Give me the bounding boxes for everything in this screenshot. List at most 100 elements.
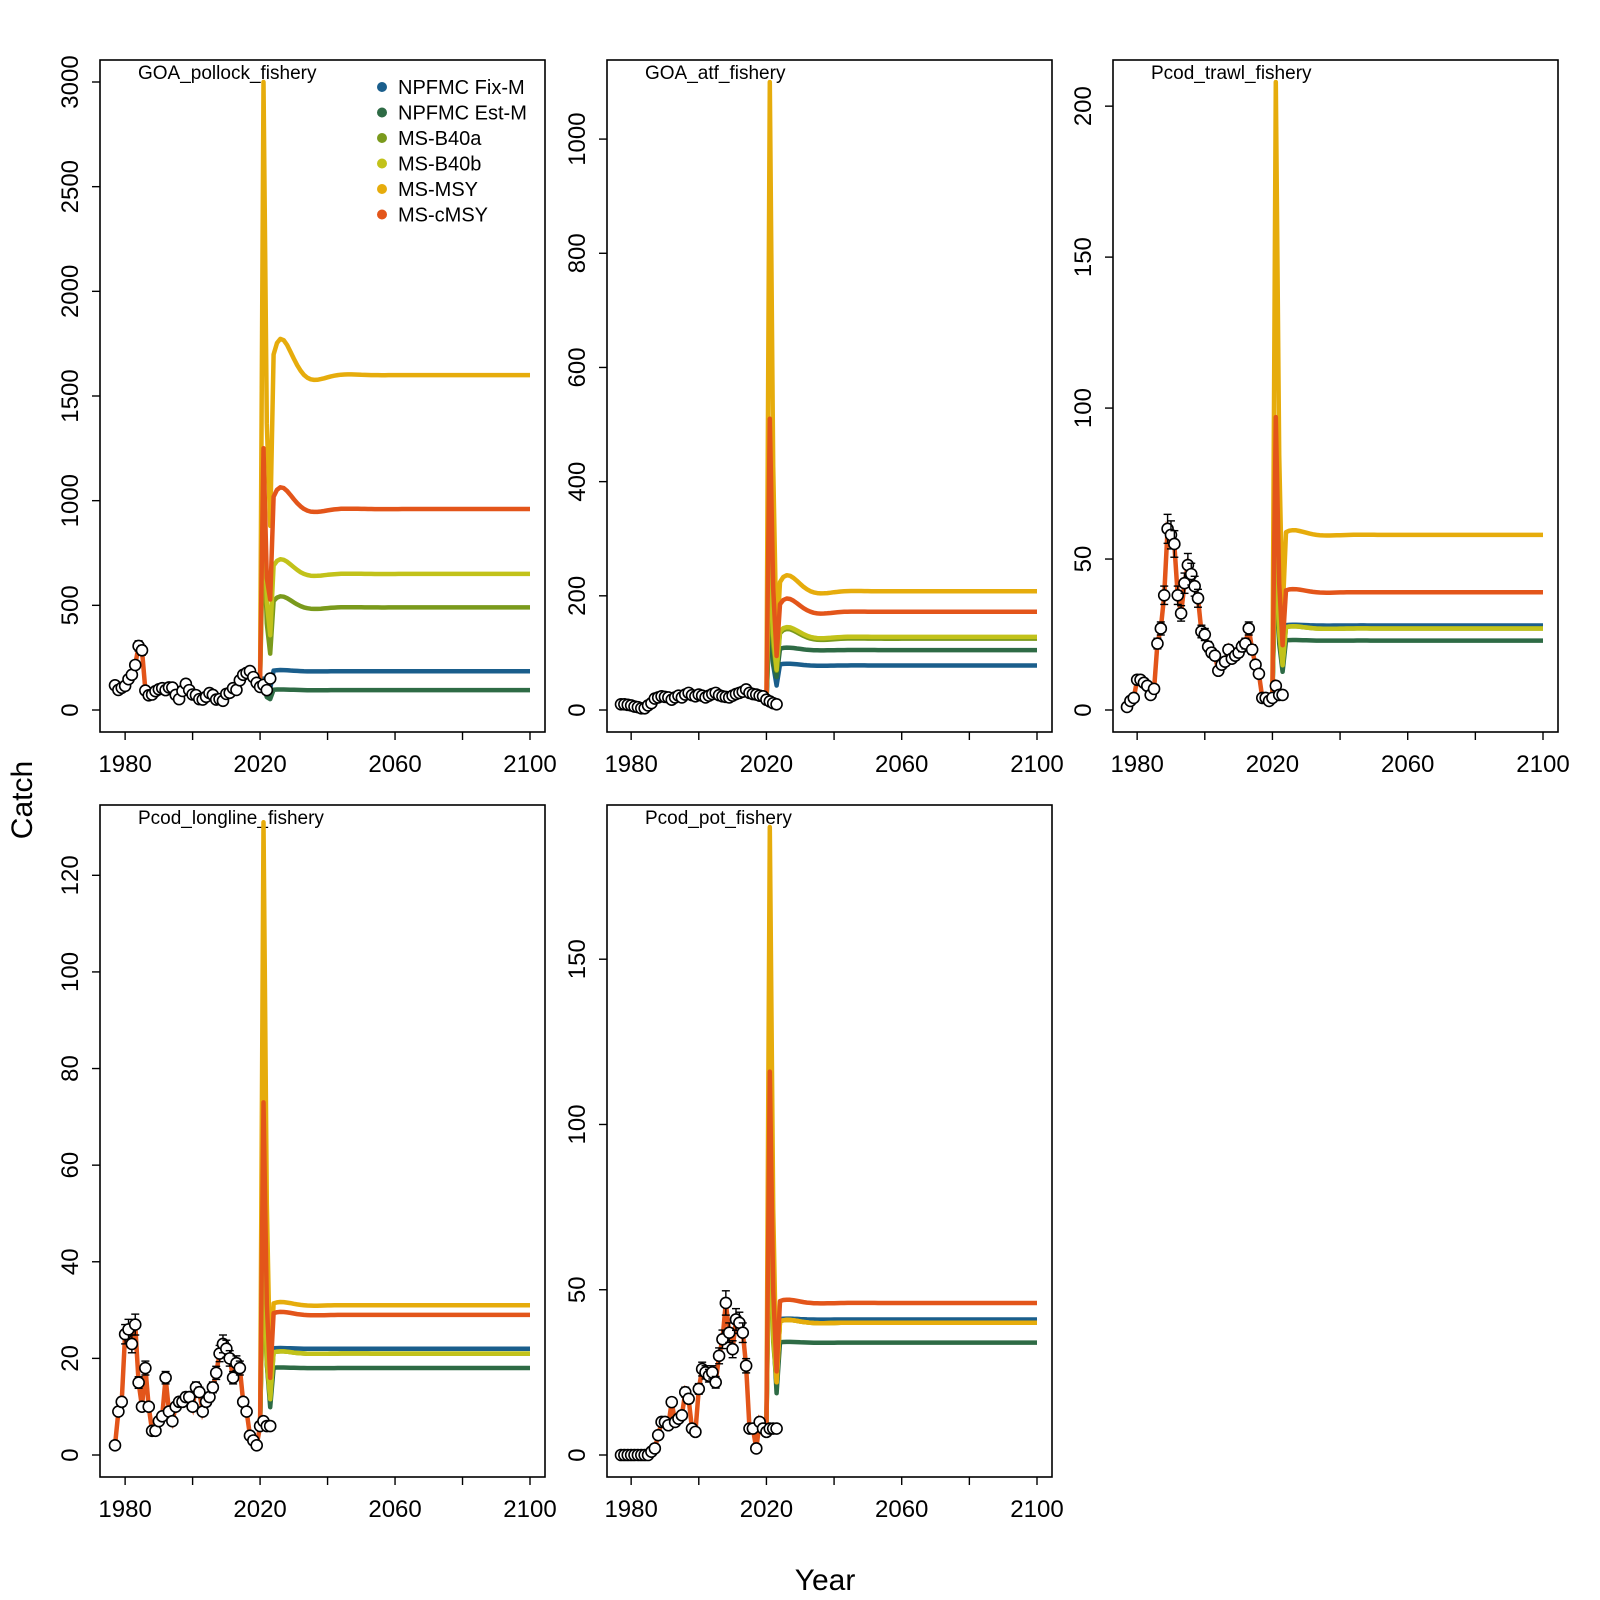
- series-line-NPFMC-Est-M: [257, 1240, 530, 1427]
- legend-label: MS-MSY: [398, 179, 478, 201]
- series-line-MS-MSY: [764, 824, 1037, 1429]
- series-line-NPFMC-Fix-M: [764, 604, 1037, 705]
- x-tick-label: 2100: [503, 1496, 556, 1523]
- series-line-NPFMC-Fix-M: [764, 1138, 1037, 1429]
- observed-point: [719, 1296, 733, 1310]
- observed-point: [186, 1400, 199, 1413]
- panel-GOA_pollock_fishery: GOA_pollock_fishery 1980 2020 2060 2100 0 500 1…: [57, 55, 557, 778]
- x-tick-label: 2100: [1516, 751, 1569, 778]
- x-tick-label: 2060: [368, 751, 421, 778]
- observed-point: [240, 1405, 253, 1418]
- x-tick-label: 1980: [98, 751, 151, 778]
- panel-Pcod_pot_fishery: Pcod_pot_fishery 1980 2020 2060 2100 0 50 100 15…: [564, 804, 1064, 1523]
- y-tick-label: 600: [564, 347, 591, 387]
- panel-title: Pcod_longline_fishery: [138, 808, 324, 829]
- observed-point: [736, 1326, 750, 1340]
- y-axis-title: Catch: [6, 761, 39, 839]
- observed-point: [1191, 591, 1205, 605]
- observed-point: [692, 1382, 706, 1396]
- series-line-MS-B40b: [257, 477, 530, 679]
- series-line-MS-B40a: [257, 1249, 530, 1427]
- series-line-NPFMC-Est-M: [258, 677, 530, 702]
- observed-point: [1174, 607, 1188, 620]
- observed-point: [115, 1395, 129, 1409]
- y-tick-label: 0: [57, 703, 84, 716]
- x-axis-title: Year: [795, 1564, 856, 1597]
- observed-point: [139, 1361, 152, 1375]
- x-tick-label: 2060: [875, 1496, 928, 1523]
- y-tick-label: 50: [1070, 546, 1097, 573]
- y-tick-label: 0: [564, 1448, 591, 1461]
- panel-GOA_atf_fishery: GOA_atf_fishery 1980 2020 2060 2100 0 200 400 60…: [564, 59, 1064, 778]
- observed-point: [226, 1371, 240, 1385]
- legend-label: NPFMC Est-M: [398, 103, 527, 125]
- y-tick-label: 1000: [57, 474, 84, 527]
- observed-point: [1154, 622, 1168, 635]
- observed-point: [1245, 643, 1259, 656]
- observed-point: [260, 683, 274, 697]
- x-tick-label: 2020: [233, 751, 286, 778]
- observed-point: [712, 1349, 726, 1363]
- x-tick-label: 2020: [740, 1496, 793, 1523]
- observed-point: [1208, 649, 1222, 662]
- observed-point: [665, 1395, 679, 1409]
- series-line-MS-B40b: [764, 1188, 1037, 1429]
- y-tick-label: 200: [564, 576, 591, 616]
- legend-marker: [377, 133, 387, 143]
- observed-point: [739, 1359, 753, 1373]
- series-line-MS-B40a: [1270, 541, 1543, 695]
- observed-point: [1168, 537, 1181, 551]
- observed-point: [263, 672, 277, 685]
- x-tick-label: 1980: [604, 751, 657, 778]
- observed-point: [132, 1376, 145, 1389]
- y-tick-label: 1000: [564, 112, 591, 165]
- x-tick-label: 2060: [875, 751, 928, 778]
- observed-point: [209, 1366, 223, 1380]
- observed-point: [1151, 637, 1164, 650]
- observed-point: [770, 697, 783, 711]
- observed-point: [193, 1385, 206, 1399]
- y-tick-label: 3000: [57, 55, 84, 108]
- observed-point: [749, 1442, 763, 1455]
- y-tick-label: 20: [57, 1345, 84, 1372]
- plot-frame: [99, 804, 546, 1478]
- legend-label: NPFMC Fix-M: [398, 77, 525, 99]
- legend-label: MS-B40b: [398, 154, 481, 176]
- legend: NPFMC Fix-M NPFMC Est-M MS-B40a MS-B40b MS-M…: [377, 77, 527, 227]
- observed-point: [722, 1326, 736, 1340]
- series-line-NPFMC-Fix-M: [257, 1211, 530, 1427]
- historical-fit-line: [1125, 520, 1283, 709]
- y-tick-label: 50: [564, 1276, 591, 1303]
- series-line-MS-B40b: [257, 1235, 530, 1427]
- series-line-NPFMC-Est-M: [1270, 556, 1543, 695]
- legend-marker: [377, 82, 387, 92]
- observed-point: [142, 1400, 156, 1413]
- y-tick-label: 100: [1070, 388, 1097, 428]
- observed-point: [233, 1361, 247, 1375]
- y-tick-label: 80: [57, 1055, 84, 1082]
- observed-point: [1276, 688, 1289, 702]
- x-tick-label: 2100: [1010, 751, 1063, 778]
- panel-title: GOA_atf_fishery: [645, 63, 786, 84]
- observed-point: [125, 1337, 139, 1351]
- y-tick-label: 60: [57, 1152, 84, 1179]
- series-line-MS-MSY: [257, 819, 530, 1427]
- observed-point: [206, 1381, 220, 1394]
- legend-marker: [377, 107, 387, 118]
- series-line-MS-B40b: [764, 536, 1037, 705]
- observed-point: [128, 1318, 142, 1331]
- series-line-MS-cMSY: [257, 446, 530, 679]
- observed-point: [263, 1419, 277, 1433]
- y-tick-label: 200: [1070, 86, 1097, 126]
- observed-point: [128, 658, 142, 672]
- legend-marker: [377, 209, 387, 220]
- observed-point: [648, 1442, 662, 1455]
- panel-title: GOA_pollock_fishery: [138, 63, 317, 84]
- observed-point: [1147, 682, 1161, 696]
- x-tick-label: 2100: [1010, 1496, 1063, 1523]
- legend-label: MS-cMSY: [398, 205, 488, 227]
- y-tick-label: 2500: [57, 160, 84, 213]
